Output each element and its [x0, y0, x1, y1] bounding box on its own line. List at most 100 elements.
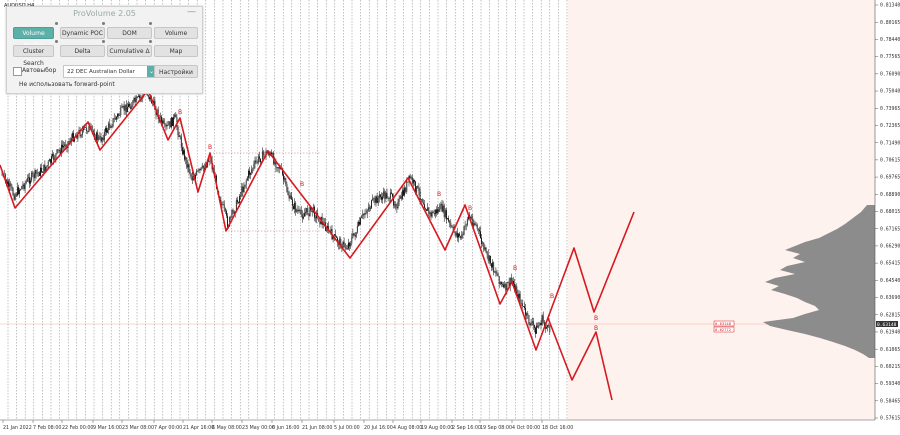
- candle-body: [433, 213, 435, 215]
- dynamic-poc-button[interactable]: Dynamic POC: [60, 27, 105, 39]
- candle-body: [112, 118, 114, 126]
- candle-body: [476, 224, 478, 229]
- candle-body: [165, 124, 167, 127]
- price-tick-label: 0.71490: [880, 140, 900, 146]
- zigzag-mark: B: [594, 315, 598, 322]
- candle-body: [130, 106, 132, 109]
- chevron-down-icon[interactable]: ⌄: [147, 66, 156, 77]
- candle-body: [174, 114, 176, 117]
- candle-body: [365, 213, 367, 214]
- cumulative-delta-button[interactable]: Cumulative Δ: [107, 45, 152, 57]
- price-axis[interactable]: 0.81340 0.80165 0.78440 0.77565 0.76090 0.750…: [875, 3, 900, 422]
- settings-button[interactable]: Настройки: [154, 65, 198, 78]
- auto-select-checkbox[interactable]: [13, 67, 22, 76]
- candle-body: [129, 103, 130, 107]
- time-tick-label: 21 Apr 16:00: [183, 425, 214, 431]
- candle-body: [179, 136, 181, 138]
- candle-body: [209, 161, 211, 162]
- candle-body: [187, 164, 189, 168]
- candle-body: [232, 210, 234, 212]
- candle-body: [535, 327, 536, 334]
- time-tick-label: 20 Jul 16:00: [364, 425, 393, 431]
- zigzag-mark: B: [300, 181, 304, 188]
- candle-body: [447, 218, 448, 220]
- candle-body: [72, 133, 73, 139]
- candle-body: [118, 114, 119, 116]
- candle-body: [202, 165, 204, 169]
- future-area: [568, 0, 875, 420]
- price-tick-label: 0.61940: [880, 330, 900, 336]
- candle-body: [125, 104, 127, 113]
- volume-profile-button[interactable]: Volume Profile: [13, 27, 54, 49]
- candle-body: [227, 215, 228, 228]
- candle-body: [344, 244, 346, 249]
- candle-body: [465, 224, 467, 226]
- price-tick-label: 0.60215: [880, 364, 900, 370]
- candle-body: [353, 233, 355, 235]
- candle-body: [540, 323, 542, 325]
- candle-body: [360, 218, 361, 225]
- candle-body: [160, 116, 161, 118]
- price-markers: 0.63148 0.62772: [713, 320, 735, 333]
- instrument-select[interactable]: 22 DEC Australian Dollar ⌄: [63, 65, 157, 78]
- candle-body: [475, 224, 477, 226]
- candle-body: [538, 325, 540, 328]
- price-tick-label: 0.62815: [880, 312, 900, 318]
- candle-body: [487, 254, 489, 261]
- candle-body: [384, 191, 386, 199]
- candle-body: [359, 221, 360, 225]
- candle-body: [163, 120, 165, 123]
- candle-body: [185, 157, 187, 160]
- zigzag-mark: B: [468, 205, 472, 212]
- candle-body: [58, 150, 60, 151]
- candle-body: [235, 199, 237, 212]
- candle-body: [171, 117, 172, 128]
- candle-body: [419, 190, 421, 200]
- candle-body: [491, 263, 492, 268]
- map-button[interactable]: Map: [154, 45, 198, 57]
- candle-body: [340, 238, 342, 249]
- candle-body: [106, 128, 107, 133]
- candle-body: [222, 204, 224, 205]
- candle-body: [389, 192, 391, 199]
- minimize-icon[interactable]: —: [187, 7, 196, 17]
- candle-body: [260, 158, 261, 163]
- button-indicator-dot: [55, 40, 58, 43]
- candle-body: [61, 144, 62, 154]
- candle-body: [348, 242, 349, 249]
- candle-body: [362, 213, 364, 217]
- candle-body: [303, 216, 304, 219]
- candle-body: [26, 178, 28, 182]
- candle-body: [415, 181, 416, 193]
- candle-body: [166, 125, 168, 127]
- candle-body: [548, 325, 550, 326]
- candle-body: [420, 199, 422, 200]
- cluster-search-button[interactable]: Cluster Search: [13, 45, 54, 67]
- candle-body: [173, 116, 174, 126]
- candle-body: [366, 210, 368, 214]
- candle-body: [231, 210, 233, 217]
- dom-button[interactable]: DOM: [107, 27, 152, 39]
- button-indicator-dot: [102, 40, 105, 43]
- candle-body: [395, 204, 397, 208]
- zigzag-pattern: [0, 89, 635, 401]
- delta-button[interactable]: Delta: [60, 45, 105, 57]
- candle-body: [349, 242, 350, 247]
- red-box-label-1: 0.63148: [715, 321, 732, 326]
- current-price-label: 0.63148: [877, 322, 897, 328]
- candle-body: [411, 177, 413, 184]
- candle-body: [409, 175, 411, 179]
- candle-body: [426, 209, 427, 211]
- candle-body: [128, 103, 129, 108]
- candle-body: [417, 186, 419, 188]
- candle-body: [450, 222, 452, 227]
- candle-body: [333, 234, 335, 237]
- time-axis[interactable]: 21 Jan 2022 7 Feb 08:00 22 Feb 00:00 9 Mar …: [2, 420, 573, 431]
- candle-body: [286, 184, 288, 192]
- volume-button[interactable]: Volume: [154, 27, 198, 39]
- candle-body: [330, 229, 332, 232]
- candle-body: [288, 195, 290, 199]
- candle-body: [402, 190, 403, 199]
